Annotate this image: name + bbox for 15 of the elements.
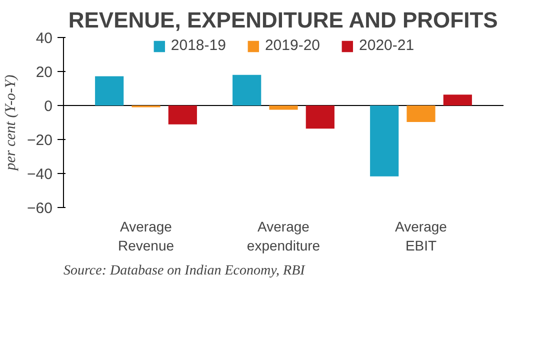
source-note: Source: Database on Indian Economy, RBI (64, 264, 306, 278)
legend-label: 2020-21 (359, 37, 414, 54)
y-tick-label: 40 (36, 30, 53, 47)
x-tick-label: Average expenditure (246, 218, 320, 254)
y-axis-title: per cent (Y-o-Y) (3, 74, 20, 172)
legend-label: 2019-20 (264, 37, 320, 54)
y-tick-label: −40 (27, 166, 53, 183)
y-tick-label: −20 (27, 132, 53, 149)
chart-title: REVENUE, EXPENDITURE AND PROFITS (68, 8, 498, 32)
legend-label: 2018-19 (170, 37, 226, 54)
x-tick-label: Average EBIT (395, 218, 448, 254)
y-tick-label: 20 (36, 64, 53, 81)
y-tick-label: 0 (44, 98, 52, 115)
x-tick-label: Average Revenue (118, 218, 174, 254)
y-tick-label: −60 (27, 200, 53, 217)
